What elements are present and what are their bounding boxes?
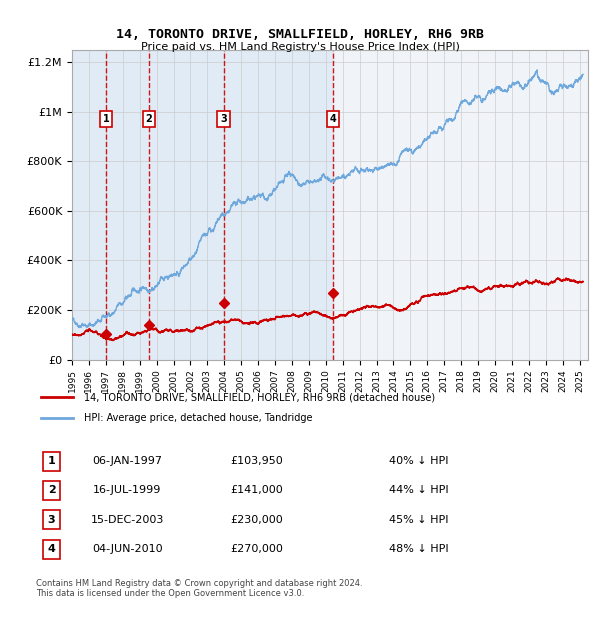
Text: 16-JUL-1999: 16-JUL-1999: [93, 485, 161, 495]
Text: 3: 3: [48, 515, 55, 525]
Text: 14, TORONTO DRIVE, SMALLFIELD, HORLEY, RH6 9RB (detached house): 14, TORONTO DRIVE, SMALLFIELD, HORLEY, R…: [84, 392, 435, 402]
Text: 3: 3: [220, 114, 227, 124]
Text: 1: 1: [103, 114, 110, 124]
Text: 44% ↓ HPI: 44% ↓ HPI: [389, 485, 449, 495]
Text: 1: 1: [48, 456, 55, 466]
Text: 06-JAN-1997: 06-JAN-1997: [92, 456, 162, 466]
Text: 48% ↓ HPI: 48% ↓ HPI: [389, 544, 449, 554]
Text: £270,000: £270,000: [230, 544, 283, 554]
Text: £230,000: £230,000: [230, 515, 283, 525]
Text: 14, TORONTO DRIVE, SMALLFIELD, HORLEY, RH6 9RB: 14, TORONTO DRIVE, SMALLFIELD, HORLEY, R…: [116, 28, 484, 40]
Text: Price paid vs. HM Land Registry's House Price Index (HPI): Price paid vs. HM Land Registry's House …: [140, 42, 460, 51]
Text: 2: 2: [48, 485, 55, 495]
Text: Contains HM Land Registry data © Crown copyright and database right 2024.: Contains HM Land Registry data © Crown c…: [36, 579, 362, 588]
Text: 4: 4: [329, 114, 336, 124]
Text: £141,000: £141,000: [230, 485, 283, 495]
Text: 40% ↓ HPI: 40% ↓ HPI: [389, 456, 449, 466]
Text: £103,950: £103,950: [230, 456, 283, 466]
Text: 04-JUN-2010: 04-JUN-2010: [92, 544, 163, 554]
Text: 15-DEC-2003: 15-DEC-2003: [91, 515, 164, 525]
Text: 2: 2: [145, 114, 152, 124]
Text: 4: 4: [47, 544, 56, 554]
Text: 45% ↓ HPI: 45% ↓ HPI: [389, 515, 449, 525]
Text: This data is licensed under the Open Government Licence v3.0.: This data is licensed under the Open Gov…: [36, 590, 304, 598]
Text: HPI: Average price, detached house, Tandridge: HPI: Average price, detached house, Tand…: [84, 413, 313, 423]
Bar: [72, 50, 333, 360]
